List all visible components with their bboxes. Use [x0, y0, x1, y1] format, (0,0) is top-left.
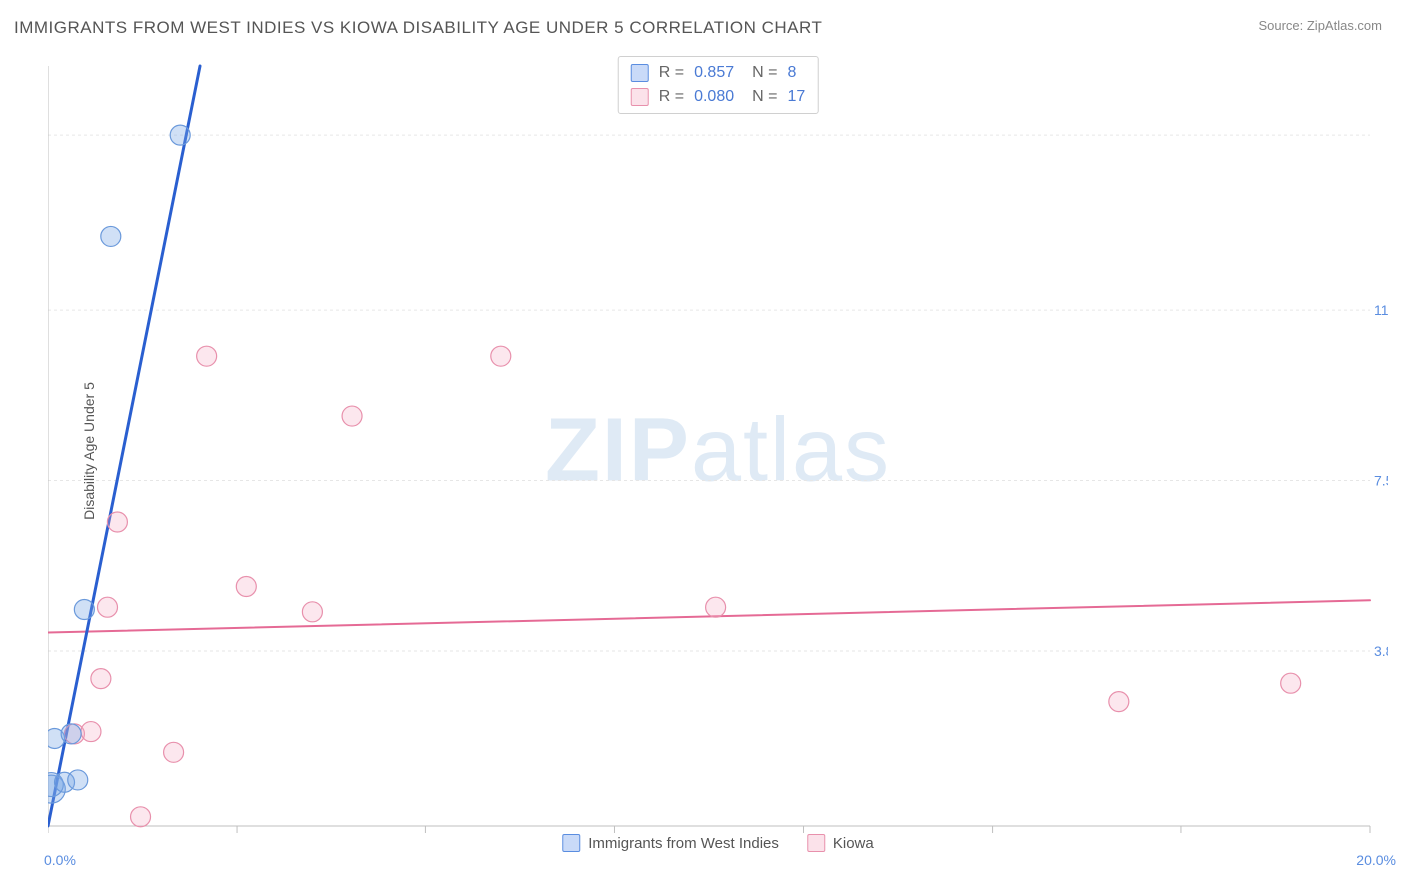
swatch-blue-icon [631, 64, 649, 82]
swatch-pink-icon [631, 88, 649, 106]
legend-row-blue: R = 0.857 N = 8 [631, 61, 806, 85]
legend-row-pink: R = 0.080 N = 17 [631, 85, 806, 109]
chart-area: Disability Age Under 5 ZIPatlas 3.8%7.5%… [48, 56, 1388, 846]
legend-item-pink: Kiowa [807, 834, 874, 852]
svg-text:7.5%: 7.5% [1374, 473, 1388, 489]
header-bar: IMMIGRANTS FROM WEST INDIES VS KIOWA DIS… [0, 0, 1406, 46]
legend-item-blue: Immigrants from West Indies [562, 834, 779, 852]
x-tick-max: 20.0% [1356, 852, 1396, 868]
source-link[interactable]: ZipAtlas.com [1307, 18, 1382, 33]
svg-text:3.8%: 3.8% [1374, 643, 1388, 659]
x-tick-min: 0.0% [44, 852, 76, 868]
svg-text:11.2%: 11.2% [1374, 302, 1388, 318]
scatter-plot: 3.8% 7.5% 11.2% [48, 56, 1388, 846]
swatch-pink-icon [807, 834, 825, 852]
correlation-legend: R = 0.857 N = 8 R = 0.080 N = 17 [618, 56, 819, 114]
chart-title: IMMIGRANTS FROM WEST INDIES VS KIOWA DIS… [14, 18, 822, 38]
swatch-blue-icon [562, 834, 580, 852]
series-legend: Immigrants from West Indies Kiowa [562, 834, 873, 852]
source-attribution: Source: ZipAtlas.com [1258, 18, 1382, 33]
